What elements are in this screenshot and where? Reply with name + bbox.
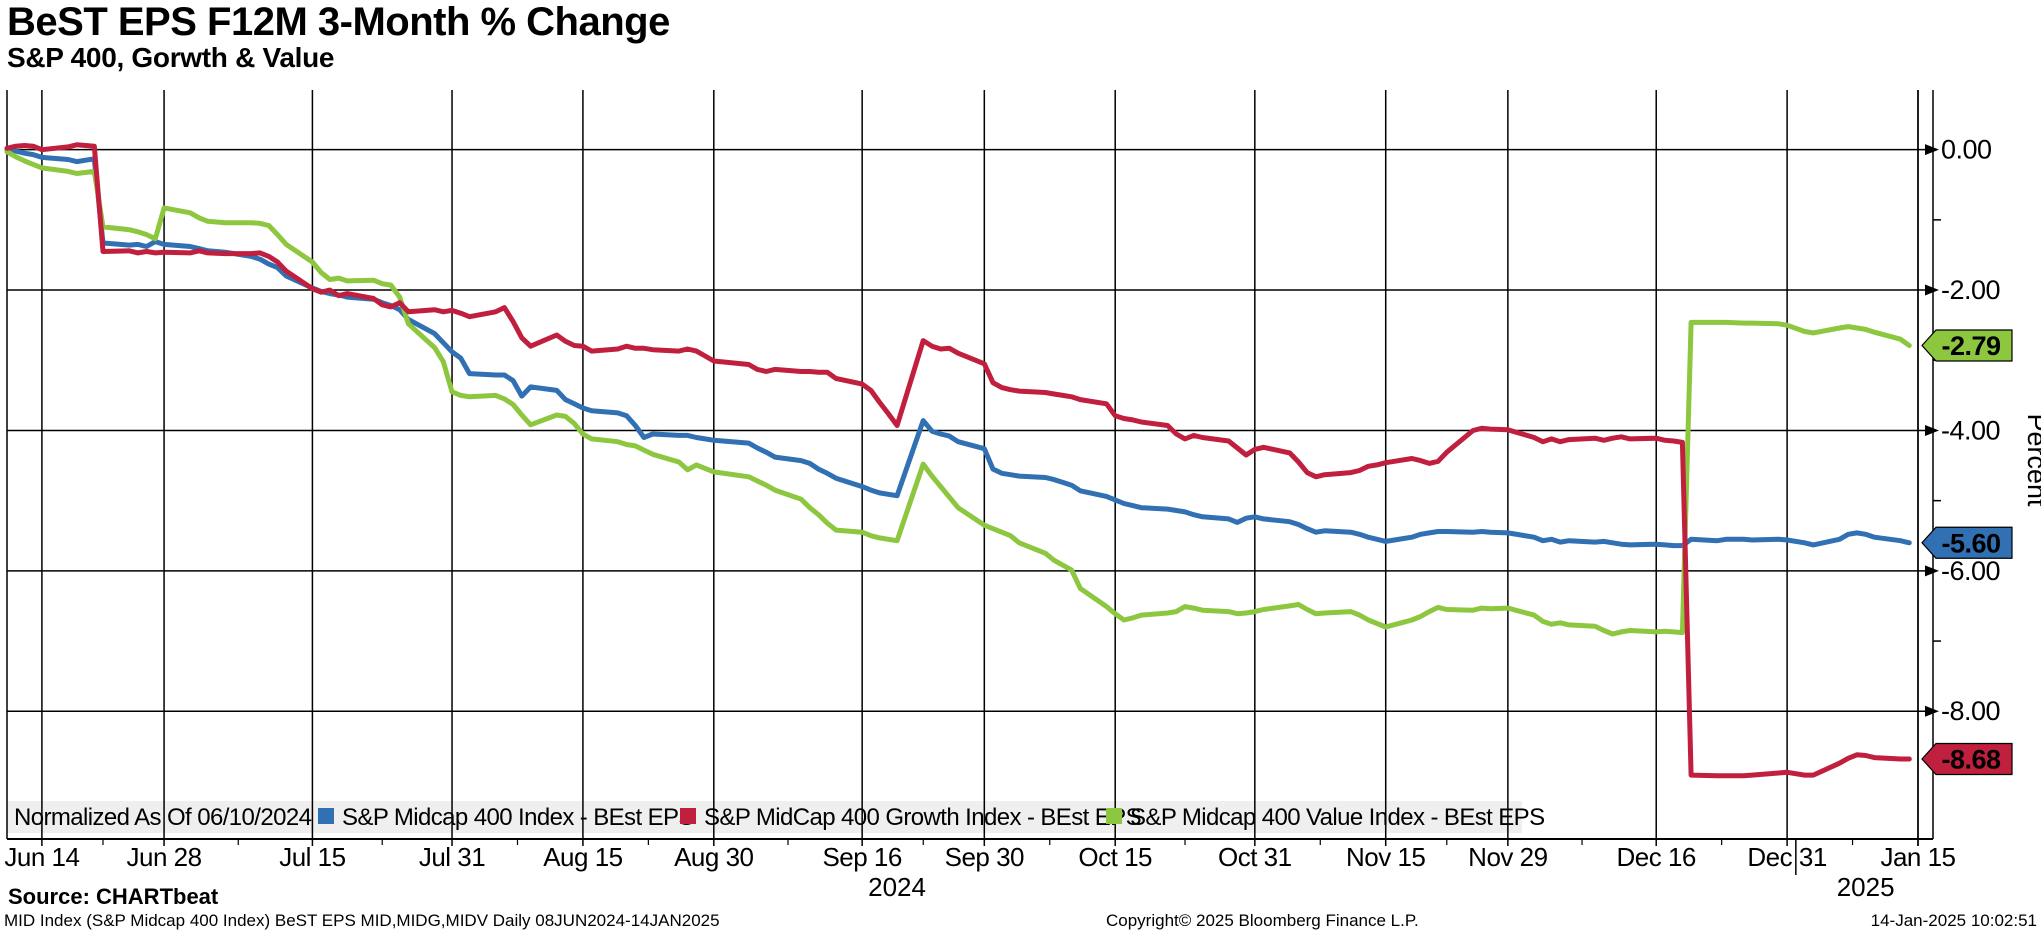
y-axis-arrow-icon (1925, 144, 1939, 156)
series-layer (4, 142, 1912, 779)
legend-item-label: S&P Midcap 400 Index - BEst EPS (342, 804, 694, 831)
y-axis-title: Percent (2022, 413, 2041, 507)
y-axis-arrow-icon (1925, 284, 1939, 296)
page-subtitle: S&P 400, Gorwth & Value (7, 42, 335, 73)
y-tick-label: -4.00 (1941, 415, 2000, 445)
y-tick-label: 0.00 (1941, 135, 1992, 165)
chart-meta-label: MID Index (S&P Midcap 400 Index) BeST EP… (4, 911, 720, 930)
series-line-midcap-value (4, 149, 1912, 637)
x-tick-label: Dec 16 (1617, 842, 1696, 872)
y-tick-label: -2.00 (1941, 275, 2000, 305)
legend-item-midcap-value[interactable]: S&P Midcap 400 Value Index - BEst EPS (1106, 804, 1545, 831)
x-tick-label: Jul 15 (279, 842, 345, 872)
x-tick-label: Jun 28 (127, 842, 202, 872)
x-tick-label: Sep 16 (822, 842, 901, 872)
end-value-label-midcap-value: -2.79 (1941, 331, 2001, 361)
x-tick-label: Sep 30 (945, 842, 1024, 872)
timestamp-label: 14-Jan-2025 10:02:51 (1870, 911, 2037, 930)
y-axis-arrow-icon (1925, 424, 1939, 436)
x-tick-label: Dec 31 (1747, 842, 1826, 872)
legend-swatch-icon (318, 808, 334, 824)
series-line-midcap-growth (4, 142, 1912, 779)
y-axis-arrow-icon (1925, 565, 1939, 577)
x-tick-label: Nov 15 (1346, 842, 1425, 872)
x-tick-label: Jan 15 (1880, 842, 1955, 872)
x-tick-label: Oct 31 (1218, 842, 1292, 872)
legend-note: Normalized As Of 06/10/2024 (14, 804, 312, 831)
end-value-label-midcap-growth: -8.68 (1941, 744, 2001, 774)
y-tick-label: -8.00 (1941, 696, 2000, 726)
y-axis-arrow-icon (1925, 705, 1939, 717)
end-value-box-midcap-value (1921, 329, 2013, 362)
gridlines-layer (7, 90, 1941, 846)
end-value-box-midcap-growth (1921, 742, 2013, 776)
legend-item-mid-index[interactable]: S&P Midcap 400 Index - BEst EPS (318, 804, 694, 831)
legend-swatch-icon (680, 808, 696, 824)
y-tick-label: -6.00 (1941, 556, 2000, 586)
legend-item-label: S&P Midcap 400 Value Index - BEst EPS (1130, 804, 1545, 831)
legend-item-midcap-growth[interactable]: S&P MidCap 400 Growth Index - BEst EPS (680, 804, 1142, 831)
legend-layer: Normalized As Of 06/10/2024 S&P Midcap 40… (14, 804, 1545, 831)
x-tick-label: Aug 15 (543, 842, 622, 872)
x-tick-label: Nov 29 (1468, 842, 1547, 872)
x-tick-label: Jul 31 (419, 842, 485, 872)
series-line-mid-index (4, 147, 1912, 549)
axes-frame-layer (6, 90, 1934, 875)
page-title: BeST EPS F12M 3-Month % Change (7, 0, 670, 44)
x-tick-label: Aug 30 (674, 842, 753, 872)
year-label: 2025 (1837, 872, 1895, 902)
legend-background-layer (7, 801, 1522, 833)
end-value-box-mid-index (1921, 526, 2013, 559)
source-label: Source: CHARTbeat (8, 884, 219, 909)
x-tick-label: Oct 15 (1078, 842, 1152, 872)
axis-labels-layer: 0.00 -2.00 -4.00 -6.00 -8.00 Jun 14 Jun 28 Jul … (4, 135, 2041, 902)
legend-background (7, 801, 1522, 833)
legend-swatch-icon (1106, 808, 1122, 824)
end-value-boxes-layer: -5.60 -8.68 -2.79 (1921, 329, 2013, 776)
x-tick-label: Jun 14 (4, 842, 79, 872)
legend-item-label: S&P MidCap 400 Growth Index - BEst EPS (704, 804, 1141, 831)
copyright-label: Copyright© 2025 Bloomberg Finance L.P. (1106, 911, 1419, 930)
end-value-label-mid-index: -5.60 (1941, 528, 2000, 558)
year-label: 2024 (868, 872, 926, 902)
